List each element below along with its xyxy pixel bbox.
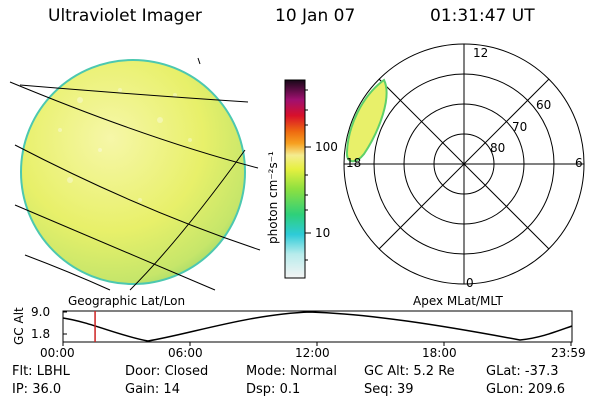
xtick-1800: 18:00 [422, 346, 457, 360]
altitude-ticks [62, 311, 572, 346]
info-gain: Gain: 14 [125, 382, 180, 397]
info-glat: GLat: -37.3 [486, 364, 559, 379]
mlt-label-18: 18 [346, 156, 362, 170]
altitude-ylabel: GC Alt [12, 307, 26, 345]
xtick-1200: 12:00 [295, 346, 330, 360]
colorbar [284, 79, 306, 279]
info-flt: Flt: LBHL [12, 364, 70, 379]
mlt-label-12: 12 [473, 46, 489, 60]
info-door: Door: Closed [125, 364, 209, 379]
altitude-plot-frame [62, 310, 573, 343]
instrument-title: Ultraviolet Imager [48, 6, 202, 26]
polar-panel-label: Apex MLat/MLT [413, 294, 503, 308]
info-ip: IP: 36.0 [12, 382, 62, 397]
geo-panel-label: Geographic Lat/Lon [68, 294, 186, 308]
auroral-arc-image [345, 78, 388, 163]
mlt-label-6: 6 [575, 156, 583, 170]
info-dsp: Dsp: 0.1 [246, 382, 301, 397]
altitude-ytick-low: 1.8 [31, 327, 51, 341]
xtick-0600: 06:00 [168, 346, 203, 360]
info-seq: Seq: 39 [364, 382, 414, 397]
colorbar-tick-10: 10 [315, 226, 331, 240]
xtick-0000: 00:00 [40, 346, 75, 360]
earth-disk-image [20, 59, 246, 285]
observation-date: 10 Jan 07 [275, 6, 356, 26]
info-mode: Mode: Normal [246, 364, 337, 379]
mlat-label-80: 80 [490, 141, 506, 155]
geographic-grid-lines [9, 57, 261, 291]
mlt-label-0: 0 [466, 276, 474, 290]
xtick-2359: 23:59 [551, 346, 586, 360]
polar-grid [343, 43, 585, 285]
info-gc-alt: GC Alt: 5.2 Re [364, 364, 455, 379]
altitude-ytick-high: 9.0 [31, 305, 51, 319]
colorbar-tick-100: 100 [315, 140, 338, 154]
observation-time: 01:31:47 UT [430, 6, 535, 26]
mlat-label-70: 70 [512, 120, 528, 134]
colorbar-unit-label: photon cm⁻²s⁻¹ [266, 151, 280, 244]
mlat-label-60: 60 [536, 98, 552, 112]
colorbar-ticks [305, 89, 311, 261]
info-glon: GLon: 209.6 [486, 382, 566, 397]
altitude-curve [62, 311, 573, 342]
